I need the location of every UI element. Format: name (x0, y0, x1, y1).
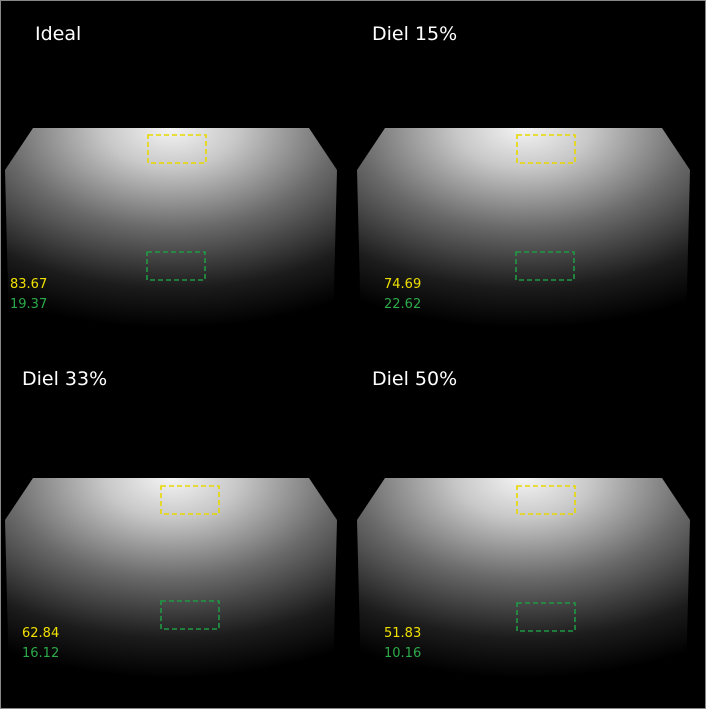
green-value: 16.12 (22, 646, 59, 661)
yellow-value: 51.83 (384, 626, 421, 641)
panel-title: Diel 50% (372, 368, 457, 390)
green-value: 22.62 (384, 297, 421, 312)
green-value: 19.37 (10, 297, 47, 312)
page: Ideal 83.67 19.37 Diel 15% 74.69 22.62 Diel 33… (0, 0, 706, 709)
panel-title: Ideal (35, 23, 81, 45)
green-value: 10.16 (384, 646, 421, 661)
figure: Ideal 83.67 19.37 Diel 15% 74.69 22.62 Diel 33… (0, 0, 706, 709)
yellow-value: 74.69 (384, 277, 421, 292)
yellow-value: 83.67 (10, 277, 47, 292)
panel-title: Diel 15% (372, 23, 457, 45)
yellow-value: 62.84 (22, 626, 59, 641)
panel-title: Diel 33% (22, 368, 107, 390)
phantom-image (5, 128, 337, 328)
